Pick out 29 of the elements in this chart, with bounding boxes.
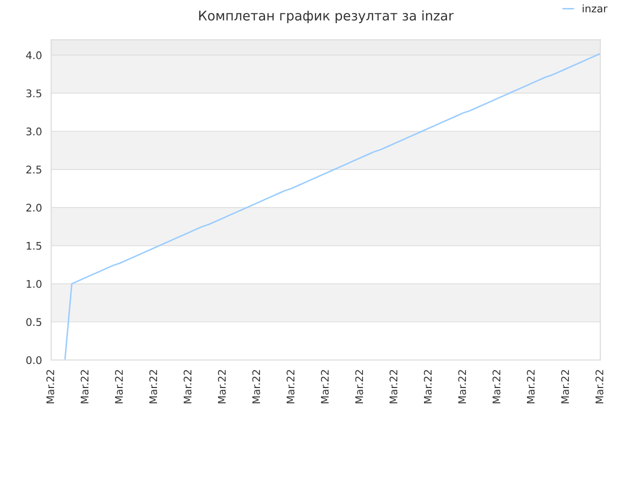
x-tick-label: Mar.22 (390, 370, 398, 404)
x-tick-label: Mar.22 (595, 370, 604, 404)
x-tick-label: Mar.22 (286, 370, 294, 404)
x-tick-label: Mar.22 (561, 370, 570, 404)
y-tick-label: 1.5 (26, 242, 42, 250)
y-tick-label: 2.0 (26, 204, 42, 212)
y-tick-label: 0.0 (26, 356, 42, 364)
x-tick-label: Mar.22 (114, 370, 123, 404)
x-tick-label: Mar.22 (149, 370, 158, 404)
legend-label: inzar (582, 4, 608, 12)
y-tick-label: 3.0 (26, 128, 42, 136)
chart-title: Комплетан график резултат за inzar (199, 10, 454, 24)
y-tick-label: 3.5 (26, 89, 42, 98)
x-tick-label: Mar.22 (46, 370, 54, 404)
x-tick-label: Mar.22 (424, 370, 432, 404)
x-tick-label: Mar.22 (526, 370, 535, 404)
x-tick-label: Mar.22 (492, 370, 500, 404)
y-tick-label: 0.5 (26, 318, 42, 326)
x-tick-label: Mar.22 (320, 370, 329, 404)
y-tick-label: 2.5 (26, 166, 42, 174)
x-tick-label: Mar.22 (458, 370, 466, 404)
x-tick-label: Mar.22 (80, 370, 89, 404)
x-tick-label: Mar.22 (252, 370, 260, 404)
x-tick-label: Mar.22 (218, 370, 226, 404)
x-tick-label: Mar.22 (355, 370, 364, 404)
y-tick-label: 1.0 (26, 280, 42, 288)
line-series (64, 52, 600, 360)
x-tick-label: Mar.22 (184, 370, 192, 404)
y-tick-label: 4.0 (26, 51, 42, 60)
